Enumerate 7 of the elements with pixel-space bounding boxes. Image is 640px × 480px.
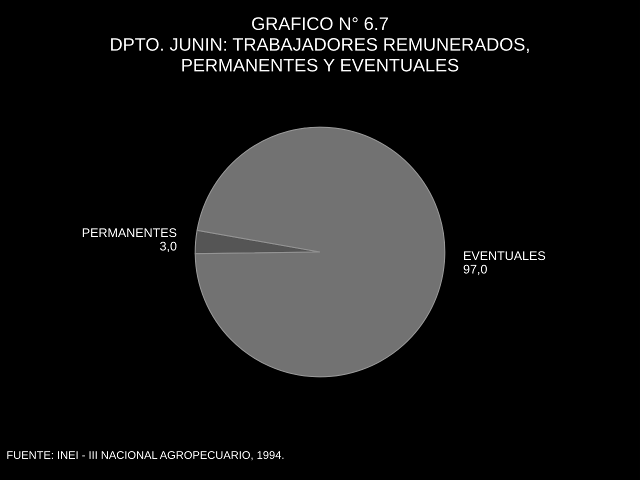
chart-title: GRAFICO N° 6.7 DPTO. JUNIN: TRABAJADORES REMUNERADOS, PERMANENTES Y EVENTUALES xyxy=(111,17,529,72)
slice-label: EVENTUALES xyxy=(464,251,546,260)
pie-slice xyxy=(194,126,446,378)
slice-label: PERMANENTES xyxy=(82,228,176,238)
data-label: 97,0 xyxy=(464,264,487,276)
source-note: FUENTE: INEI - III NACIONAL AGROPECUARIO, 1994. xyxy=(7,451,284,460)
data-label: 3,0 xyxy=(160,242,176,252)
